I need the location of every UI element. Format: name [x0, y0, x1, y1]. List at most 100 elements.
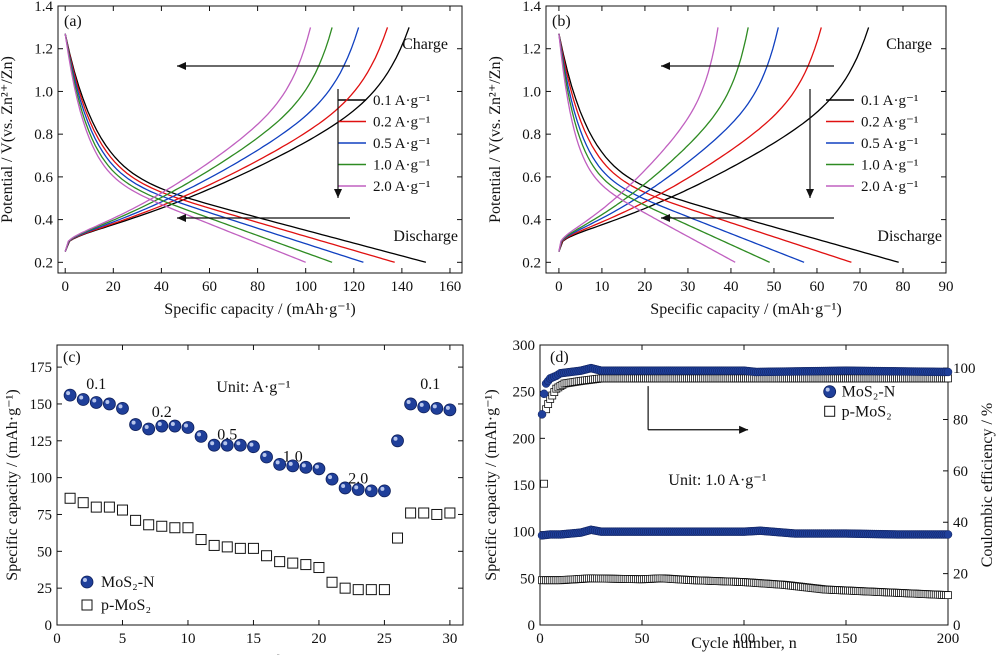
panel-d-ytick-right-label: 100 [953, 361, 976, 377]
panel-a-charge-line-4 [64, 27, 312, 252]
panel-b-discharge-line-0 [558, 33, 899, 263]
panel-c-mos2n-point-29-highlight [445, 405, 450, 410]
panel-a-xtick-label: 100 [294, 279, 317, 295]
panel-a-charge-label: Charge [402, 36, 448, 53]
panel-a-label: (a) [64, 13, 82, 30]
panel-a-xtick-label: 160 [439, 279, 462, 295]
panel-a-legend-label-2: 0.5 A·g⁻¹ [373, 136, 430, 152]
panel-c-pmos2-point-20 [326, 576, 338, 588]
panel-c-unit-label: Unit: A·g⁻¹ [216, 379, 290, 396]
panel-c-mos2n-point-18-highlight [301, 463, 306, 468]
panel-c-xtick-label: 30 [442, 631, 457, 647]
panel-c-pmos2-point-10 [195, 534, 207, 546]
panel-a-discharge-line-3 [64, 33, 333, 263]
panel-c-pmos2-point-11 [208, 539, 220, 551]
panel-d-ytick-label: 150 [513, 478, 536, 494]
panel-d-xtick-label: 50 [635, 631, 650, 647]
panel-b-xtick-label: 80 [895, 279, 910, 295]
panel-d-band-2-point [943, 530, 953, 539]
panel-b-charge-label: Charge [886, 36, 932, 53]
panel-d-legend-label-0: MoS₂-N [842, 384, 896, 401]
panel-d-ylabel-right: Coulombic efficiency / % [979, 403, 996, 568]
panel-d-xlabel: Cycle number, n [691, 635, 797, 652]
panel-a-xtick-label: 120 [343, 279, 366, 295]
panel-b-charge-line-4 [558, 27, 719, 252]
panel-a-charge-line-0 [64, 27, 410, 252]
panel-c-mos2n-point-5-highlight [131, 420, 136, 425]
panel-c-pmos2-point-22 [352, 584, 364, 596]
panel-a-ytick-label: 1.4 [34, 0, 53, 15]
panel-c-pmos2-point-0 [64, 492, 76, 504]
panel-d-ytick-label: 200 [513, 431, 536, 447]
panel-a-xlabel: Specific capacity / (mAh·g⁻¹) [164, 301, 355, 318]
panel-c-mos2n-point-20 [325, 472, 339, 486]
panel-d-ytick-label: 50 [520, 571, 535, 587]
panel-b-ytick-label: 1.4 [522, 0, 541, 15]
panel-a-frame [57, 5, 463, 274]
panel-c: 0 5 10 15 20 25 30 0 25 50 75 100 125 150 175 Cycle num… [4, 344, 464, 655]
panel-c-rate-label-0: 0.1 [86, 376, 106, 393]
panel-c-mos2n-point-20-highlight [328, 475, 333, 480]
panel-b-charge-line-2 [558, 27, 779, 252]
panel-a-discharge-line-2 [64, 33, 364, 263]
panel-b-ytick-label: 0.6 [522, 170, 541, 186]
panel-c-mos2n-point-13 [233, 438, 247, 452]
panel-c-mos2n-point-11 [207, 438, 221, 452]
panel-a-rate-arrow-head [334, 189, 342, 198]
panel-c-mos2n-point-10-highlight [197, 432, 202, 437]
panel-c-ytick-label: 175 [30, 360, 53, 376]
panel-a-xtick-label: 0 [61, 279, 69, 295]
panel-d-band-0-point [540, 479, 548, 488]
panel-c-mos2n-point-10 [194, 429, 208, 443]
panel-c-legend-label-1: p-MoS₂ [101, 597, 151, 614]
panel-d-legend-label-1: p-MoS₂ [842, 403, 892, 420]
panel-c-mos2n-point-14-highlight [249, 442, 254, 447]
panel-a-ylabel: Potential / V(vs. Zn²⁺/Zn) [0, 56, 16, 223]
panel-b-xtick-label: 40 [723, 279, 738, 295]
panel-b-xtick-label: 60 [809, 279, 824, 295]
panel-b-legend-label-1: 0.2 A·g⁻¹ [861, 115, 918, 131]
panel-d-ytick-right-label: 80 [953, 412, 968, 428]
panel-c-xtick-label: 15 [246, 631, 261, 647]
panel-c-mos2n-point-1 [76, 393, 90, 406]
panel-c-mos2n-point-12 [220, 438, 234, 452]
panel-b-legend-label-0: 0.1 A·g⁻¹ [861, 93, 918, 109]
panel-c-pmos2-point-4 [116, 504, 128, 516]
panel-b-discharge-label: Discharge [877, 228, 942, 245]
panel-c-xlabel: Cycle number, n [207, 653, 313, 655]
panel-c-pmos2-point-23 [365, 584, 377, 596]
panel-c-pmos2-point-18 [300, 559, 312, 571]
panel-d-legend-marker-0-highlight [825, 387, 830, 392]
panel-d-ytick-label: 100 [513, 525, 536, 541]
panel-c-pmos2-point-19 [313, 562, 325, 574]
panel-b-legend-label-3: 1.0 A·g⁻¹ [861, 158, 918, 174]
panel-c-mos2n-point-22-highlight [354, 485, 359, 490]
panel-c-frame [56, 344, 464, 626]
panel-b-frame [545, 5, 947, 274]
panel-c-pmos2-point-17 [287, 557, 299, 569]
panel-a-legend-label-0: 0.1 A·g⁻¹ [373, 93, 430, 109]
panel-a-xtick-label: 60 [202, 279, 217, 295]
panel-d-legend-marker-1 [824, 405, 836, 417]
panel-c-rate-label-4: 2.0 [348, 471, 368, 488]
panel-c-label: (c) [63, 349, 81, 366]
panel-d-xtick-label: 0 [536, 631, 544, 647]
panel-c-mos2n-point-11-highlight [210, 441, 215, 446]
panel-c-ytick-label: 75 [37, 507, 52, 523]
panel-b-ytick-label: 0.8 [522, 127, 541, 143]
panel-c-legend-marker-1 [81, 599, 93, 611]
panel-b-ytick-label: 0.2 [522, 255, 541, 271]
panel-c-pmos2-point-1 [77, 497, 89, 509]
panel-c-mos2n-point-12-highlight [223, 441, 228, 446]
panel-d-ylabel: Specific capacity / (mAh·g⁻¹) [483, 389, 500, 580]
panel-a-xtick-label: 40 [154, 279, 169, 295]
panel-d-label: (d) [550, 349, 569, 366]
panel-b-discharge-line-1 [558, 33, 852, 263]
panel-c-mos2n-point-9 [181, 421, 195, 434]
panel-c-pmos2-point-14 [247, 542, 259, 554]
panel-c-mos2n-point-19 [312, 462, 326, 476]
panel-a-xtick-label: 80 [250, 279, 265, 295]
panel-d-band-3-point [539, 389, 549, 399]
panel-c-legend-marker-0 [80, 575, 94, 589]
